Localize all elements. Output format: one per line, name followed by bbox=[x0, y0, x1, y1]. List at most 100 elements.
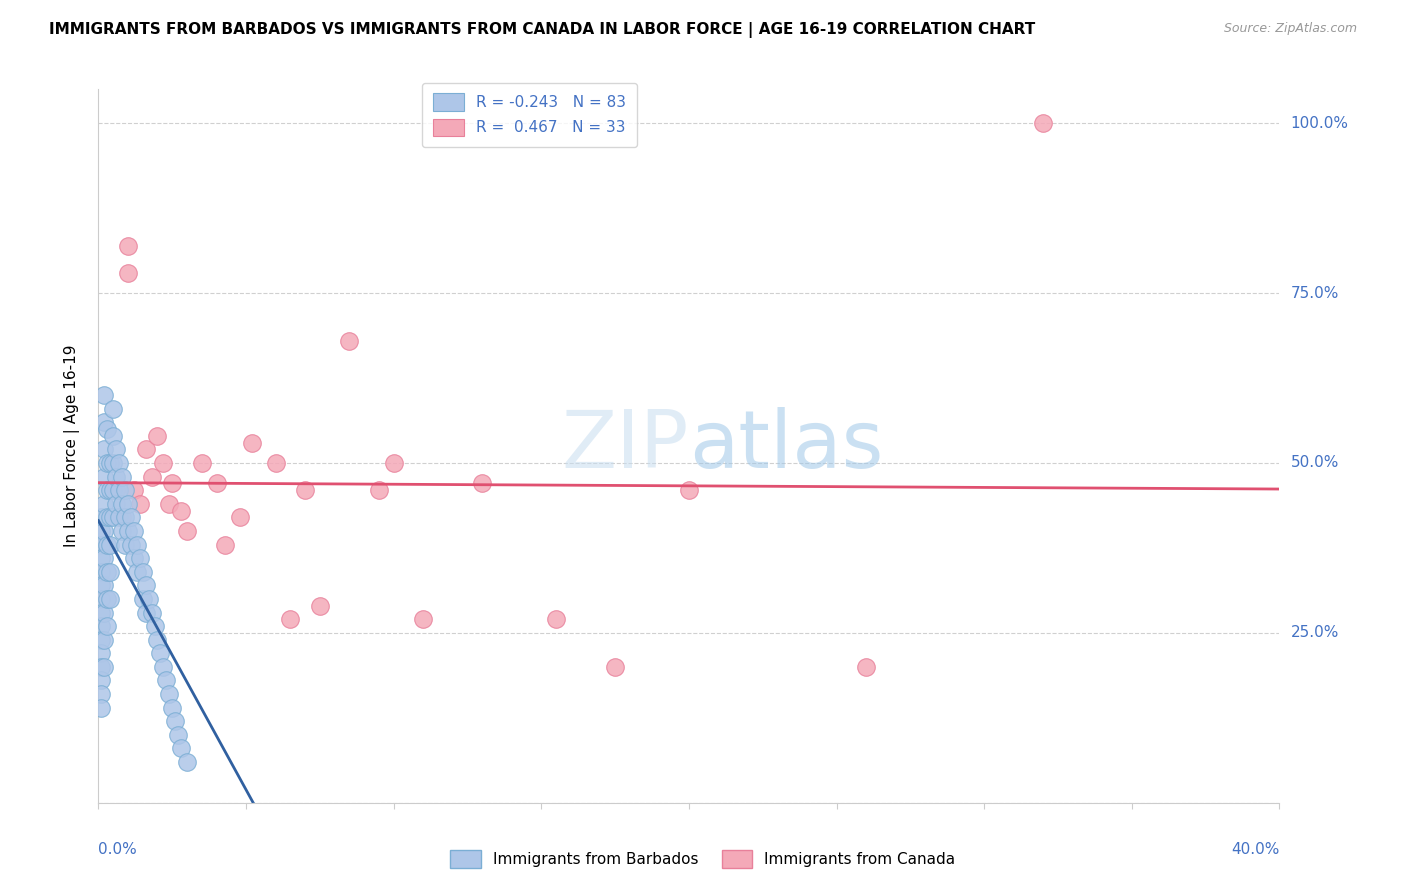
Point bbox=[98, 510, 121, 524]
Point bbox=[167, 728, 190, 742]
Point bbox=[90, 673, 112, 688]
Point bbox=[205, 476, 228, 491]
Text: ZIP: ZIP bbox=[561, 407, 689, 485]
Legend: R = -0.243   N = 83, R =  0.467   N = 33: R = -0.243 N = 83, R = 0.467 N = 33 bbox=[422, 83, 637, 147]
Point bbox=[103, 401, 125, 416]
Text: 100.0%: 100.0% bbox=[1291, 116, 1348, 131]
Point bbox=[280, 612, 302, 626]
Point bbox=[96, 456, 118, 470]
Point bbox=[111, 497, 134, 511]
Point bbox=[125, 537, 148, 551]
Point bbox=[141, 606, 163, 620]
Point bbox=[103, 429, 125, 443]
Point bbox=[117, 266, 139, 280]
Y-axis label: In Labor Force | Age 16-19: In Labor Force | Age 16-19 bbox=[63, 344, 80, 548]
Point bbox=[125, 565, 148, 579]
Text: IMMIGRANTS FROM BARBADOS VS IMMIGRANTS FROM CANADA IN LABOR FORCE | AGE 16-19 CO: IMMIGRANTS FROM BARBADOS VS IMMIGRANTS F… bbox=[49, 22, 1035, 38]
Point bbox=[98, 456, 121, 470]
Point bbox=[149, 646, 172, 660]
Point bbox=[111, 524, 134, 538]
Point bbox=[90, 510, 112, 524]
Point bbox=[103, 483, 125, 498]
Point bbox=[382, 456, 405, 470]
Point bbox=[105, 442, 128, 457]
Point bbox=[111, 510, 134, 524]
Point bbox=[128, 551, 150, 566]
Point bbox=[90, 578, 112, 592]
Point bbox=[135, 606, 157, 620]
Point bbox=[93, 442, 115, 457]
Point bbox=[103, 510, 125, 524]
Point bbox=[93, 388, 115, 402]
Text: 0.0%: 0.0% bbox=[98, 842, 138, 857]
Point bbox=[93, 497, 115, 511]
Point bbox=[93, 469, 115, 483]
Point bbox=[294, 483, 316, 498]
Point bbox=[240, 435, 263, 450]
Text: atlas: atlas bbox=[689, 407, 883, 485]
Point bbox=[170, 741, 193, 756]
Point bbox=[141, 469, 163, 483]
Point bbox=[122, 483, 145, 498]
Point bbox=[152, 456, 174, 470]
Point bbox=[120, 510, 142, 524]
Text: 75.0%: 75.0% bbox=[1291, 285, 1339, 301]
Point bbox=[114, 537, 136, 551]
Point bbox=[96, 591, 118, 606]
Point bbox=[1032, 116, 1054, 130]
Point bbox=[96, 537, 118, 551]
Point bbox=[264, 456, 287, 470]
Point bbox=[108, 510, 131, 524]
Point bbox=[128, 497, 150, 511]
Point bbox=[157, 497, 180, 511]
Point bbox=[90, 646, 112, 660]
Point bbox=[114, 483, 136, 498]
Point bbox=[135, 442, 157, 457]
Point bbox=[176, 524, 198, 538]
Point bbox=[90, 524, 112, 538]
Point bbox=[93, 578, 115, 592]
Point bbox=[138, 591, 160, 606]
Point bbox=[105, 497, 128, 511]
Point bbox=[146, 429, 169, 443]
Point bbox=[105, 483, 128, 498]
Point bbox=[143, 619, 166, 633]
Point bbox=[90, 551, 112, 566]
Point bbox=[165, 714, 187, 729]
Point bbox=[117, 238, 139, 252]
Point bbox=[155, 673, 177, 688]
Point bbox=[471, 476, 494, 491]
Point bbox=[122, 524, 145, 538]
Point bbox=[132, 565, 155, 579]
Point bbox=[117, 524, 139, 538]
Point bbox=[170, 503, 193, 517]
Point bbox=[117, 497, 139, 511]
Point bbox=[93, 524, 115, 538]
Point bbox=[93, 660, 115, 674]
Point bbox=[114, 510, 136, 524]
Point bbox=[90, 591, 112, 606]
Point bbox=[98, 537, 121, 551]
Point bbox=[605, 660, 627, 674]
Point bbox=[90, 687, 112, 701]
Text: 40.0%: 40.0% bbox=[1232, 842, 1279, 857]
Point bbox=[96, 510, 118, 524]
Point bbox=[546, 612, 568, 626]
Point bbox=[111, 469, 134, 483]
Point bbox=[93, 606, 115, 620]
Point bbox=[98, 591, 121, 606]
Point bbox=[96, 619, 118, 633]
Point bbox=[214, 537, 236, 551]
Point bbox=[162, 476, 183, 491]
Point bbox=[120, 537, 142, 551]
Point bbox=[93, 415, 115, 429]
Point bbox=[90, 606, 112, 620]
Point bbox=[146, 632, 169, 647]
Point bbox=[96, 565, 118, 579]
Legend: Immigrants from Barbados, Immigrants from Canada: Immigrants from Barbados, Immigrants fro… bbox=[444, 844, 962, 873]
Point bbox=[90, 619, 112, 633]
Point bbox=[229, 510, 252, 524]
Point bbox=[191, 456, 214, 470]
Point bbox=[93, 551, 115, 566]
Point bbox=[93, 632, 115, 647]
